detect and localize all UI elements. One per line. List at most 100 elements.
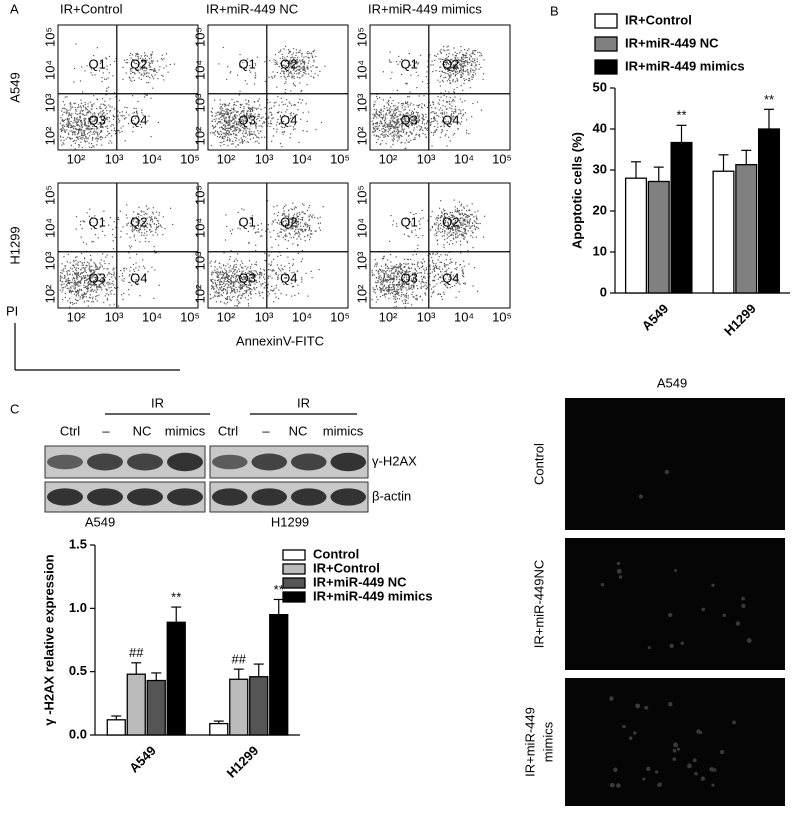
flow-event: [65, 97, 66, 98]
flow-event: [273, 135, 274, 136]
flow-event: [464, 49, 465, 50]
flow-event: [104, 104, 105, 105]
flow-event: [226, 270, 227, 271]
flow-event: [295, 104, 296, 105]
flow-event: [445, 73, 446, 74]
flow-event: [141, 210, 142, 211]
flow-event: [379, 97, 380, 98]
flow-event: [434, 234, 435, 235]
flow-event: [77, 265, 78, 266]
flow-event: [264, 122, 265, 123]
flow-event: [293, 76, 294, 77]
flow-event: [97, 267, 98, 268]
flow-event: [97, 295, 98, 296]
flow-event: [108, 273, 109, 274]
flow-event: [457, 87, 458, 88]
flow-event: [475, 73, 476, 74]
flow-event: [64, 126, 65, 127]
flow-event: [103, 268, 104, 269]
flow-event: [440, 61, 441, 62]
flow-event: [254, 134, 255, 135]
flow-event: [220, 99, 221, 100]
flow-event: [225, 134, 226, 135]
flow-event: [412, 292, 413, 293]
flow-event: [77, 114, 78, 115]
flow-event: [463, 239, 464, 240]
row-label: A549: [7, 72, 22, 102]
flow-event: [229, 117, 230, 118]
flow-event: [212, 115, 213, 116]
flow-event: [78, 286, 79, 287]
flow-event: [151, 74, 152, 75]
flow-event: [222, 270, 223, 271]
flow-event: [223, 138, 224, 139]
flow-event: [63, 108, 64, 109]
flow-event: [263, 117, 264, 118]
flow-event: [226, 283, 227, 284]
flow-event: [406, 83, 407, 84]
flow-event: [381, 121, 382, 122]
flow-event: [394, 287, 395, 288]
flow-event: [293, 104, 294, 105]
flow-event: [410, 75, 411, 76]
flow-event: [408, 106, 409, 107]
column-title: IR+miR-449 mimics: [368, 1, 482, 16]
flow-event: [220, 122, 221, 123]
flow-event: [376, 266, 377, 267]
flow-event: [220, 131, 221, 132]
flow-event: [285, 46, 286, 47]
flow-event: [239, 94, 240, 95]
flow-event: [299, 99, 300, 100]
flow-event: [464, 57, 465, 58]
flow-event: [418, 125, 419, 126]
flow-event: [395, 115, 396, 116]
flow-event: [398, 102, 399, 103]
flow-event: [273, 71, 274, 72]
flow-event: [269, 77, 270, 78]
flow-event: [442, 105, 443, 106]
flow-event: [431, 146, 432, 147]
flow-event: [83, 287, 84, 288]
flow-event: [271, 76, 272, 77]
flow-event: [392, 115, 393, 116]
flow-event: [461, 63, 462, 64]
flow-event: [300, 222, 301, 223]
flow-event: [417, 288, 418, 289]
flow-event: [404, 295, 405, 296]
flow-event: [260, 268, 261, 269]
flow-event: [391, 126, 392, 127]
flow-event: [129, 245, 130, 246]
flow-event: [63, 269, 64, 270]
flow-event: [220, 117, 221, 118]
flow-event: [375, 123, 376, 124]
flow-event: [72, 279, 73, 280]
flow-event: [438, 102, 439, 103]
flow-event: [311, 271, 312, 272]
flow-event: [397, 108, 398, 109]
flow-event: [430, 122, 431, 123]
flow-event: [434, 119, 435, 120]
flow-event: [241, 104, 242, 105]
flow-event: [446, 54, 447, 55]
flow-event: [93, 146, 94, 147]
flow-event: [394, 294, 395, 295]
flow-event: [373, 289, 374, 290]
flow-event: [218, 112, 219, 113]
flow-event: [409, 268, 410, 269]
flow-event: [269, 232, 270, 233]
flow-event: [217, 274, 218, 275]
flow-event: [229, 267, 230, 268]
flow-event: [233, 271, 234, 272]
flow-event: [225, 284, 226, 285]
flow-event: [384, 120, 385, 121]
flow-event: [63, 101, 64, 102]
flow-event: [163, 58, 164, 59]
flow-event: [242, 139, 243, 140]
flow-event: [92, 145, 93, 146]
flow-event: [60, 129, 61, 130]
flow-event: [70, 104, 71, 105]
flow-event: [66, 284, 67, 285]
x-tick-label: 10³: [417, 151, 436, 166]
flow-event: [130, 80, 131, 81]
flow-event: [397, 286, 398, 287]
